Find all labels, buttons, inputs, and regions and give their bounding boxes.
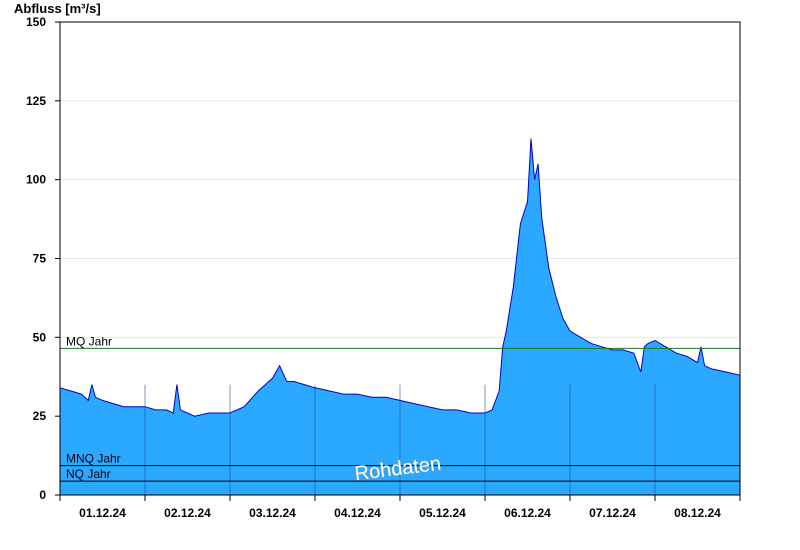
x-tick-label: 04.12.24 xyxy=(334,506,381,520)
x-tick-label: 03.12.24 xyxy=(249,506,296,520)
x-tick-label: 02.12.24 xyxy=(164,506,211,520)
x-tick-label: 01.12.24 xyxy=(79,506,126,520)
y-tick-label: 100 xyxy=(26,173,46,187)
y-tick-label: 0 xyxy=(39,488,46,502)
y-axis-label: Abfluss [m³/s] xyxy=(14,1,101,16)
x-axis: 01.12.24 02.12.24 03.12.24 04.12.24 05.12.24… xyxy=(59,495,741,520)
reference-label: NQ Jahr xyxy=(66,467,111,481)
y-tick-label: 125 xyxy=(26,94,46,108)
reference-label: MNQ Jahr xyxy=(66,452,121,466)
y-tick-label: 150 xyxy=(26,15,46,29)
y-axis: 0 25 50 75 100 125 150 xyxy=(26,15,60,502)
reference-label: MQ Jahr xyxy=(66,334,112,348)
y-tick-label: 25 xyxy=(33,409,47,423)
x-tick-label: 08.12.24 xyxy=(674,506,721,520)
grid-lines xyxy=(60,21,740,417)
discharge-line xyxy=(59,138,741,417)
x-tick-label: 05.12.24 xyxy=(419,506,466,520)
y-tick-label: 75 xyxy=(33,252,47,266)
x-tick-label: 07.12.24 xyxy=(589,506,636,520)
plot-frame xyxy=(59,21,741,496)
x-tick-label: 06.12.24 xyxy=(504,506,551,520)
day-separators xyxy=(144,384,656,495)
y-tick-label: 50 xyxy=(33,330,47,344)
